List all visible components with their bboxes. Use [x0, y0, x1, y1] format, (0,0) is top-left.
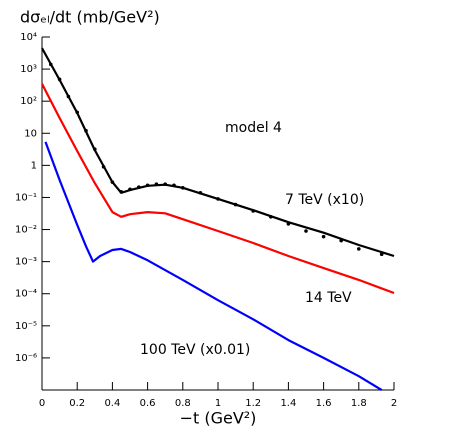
annotation: 7 TeV (x10)	[285, 192, 364, 208]
x-tick-label: 0.8	[175, 398, 191, 409]
data-point	[216, 197, 220, 201]
x-tick-label: 0.6	[140, 398, 156, 409]
data-point	[251, 209, 255, 213]
y-tick-label: 10	[24, 128, 37, 139]
x-tick-label: 1.8	[351, 398, 367, 409]
data-point	[101, 165, 106, 169]
data-point	[339, 238, 344, 243]
data-point	[286, 222, 291, 226]
data-point	[198, 190, 203, 195]
data-point	[181, 185, 185, 190]
data-point	[84, 128, 88, 133]
y-tick-label: 10⁻¹	[15, 192, 37, 203]
data-point	[163, 182, 167, 186]
curve	[41, 83, 395, 295]
data-point	[137, 185, 141, 189]
annotation: model 4	[225, 120, 282, 136]
data-point	[93, 147, 97, 151]
x-tick-label: 0.4	[104, 398, 120, 409]
data-point	[110, 180, 115, 184]
y-tick-label: 10³	[20, 64, 37, 75]
x-tick-label: 1.4	[280, 398, 296, 409]
y-tick-label: 10⁻²	[15, 225, 37, 236]
annotation: 14 TeV	[305, 290, 352, 306]
x-axis-title: −t (GeV²)	[180, 409, 257, 428]
x-tick-label: 1.6	[316, 398, 332, 409]
data-point	[304, 229, 308, 233]
curve	[41, 47, 395, 258]
data-point	[66, 94, 71, 99]
data-point	[357, 247, 361, 251]
data-point	[379, 252, 384, 257]
data-point	[49, 62, 53, 67]
x-tick-label: 1	[215, 398, 221, 409]
data-point	[321, 234, 326, 239]
data-point	[75, 110, 79, 115]
data-point	[119, 190, 123, 194]
data-point	[233, 202, 238, 207]
data-point	[57, 77, 62, 82]
x-tick-label: 2	[391, 398, 397, 409]
curve	[44, 141, 383, 391]
y-tick-label: 10⁻⁵	[15, 321, 37, 332]
annotation: 100 TeV (x0.01)	[140, 342, 250, 358]
data-point	[128, 187, 132, 192]
x-tick-label: 0	[39, 398, 45, 409]
data-point	[172, 183, 176, 188]
x-tick-label: 1.2	[245, 398, 261, 409]
data-point	[145, 183, 150, 188]
data-point	[154, 182, 159, 186]
y-tick-label: 1	[31, 160, 37, 171]
y-tick-label: 10⁻⁶	[15, 353, 37, 364]
x-tick-label: 0.2	[69, 398, 85, 409]
y-tick-label: 10²	[20, 96, 37, 107]
y-tick-label: 10⁻⁴	[15, 289, 37, 300]
y-axis-title: dσₑₗ/dt (mb/GeV²)	[20, 8, 160, 27]
data-point	[269, 214, 273, 219]
y-tick-label: 10⁴	[20, 32, 37, 43]
y-tick-label: 10⁻³	[15, 257, 37, 268]
